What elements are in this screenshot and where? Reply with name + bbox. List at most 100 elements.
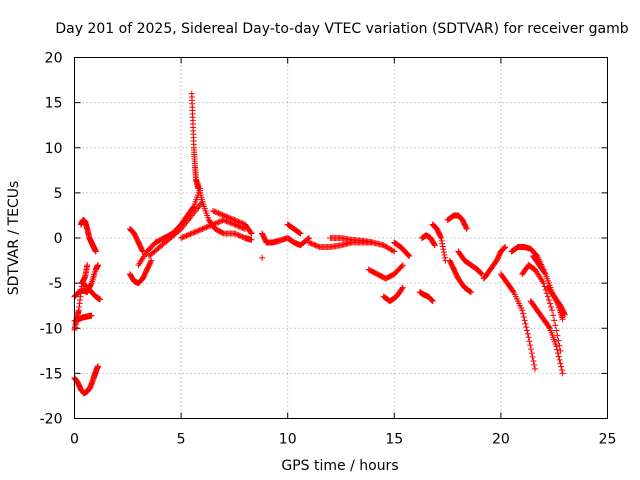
data-point [429,298,436,305]
data-point [478,271,485,278]
data-point [546,300,553,307]
data-point [139,247,146,254]
data-point [94,363,101,370]
data-point [530,357,537,364]
x-tick-label: 0 [70,432,79,448]
data-point [528,350,535,357]
data-point [561,311,568,318]
data-point [239,233,246,240]
data-point [97,296,104,303]
series-track-d6 [380,284,406,305]
data-point [204,223,211,230]
data-point [463,224,470,231]
series-track-a4 [80,280,104,303]
x-tick-labels: 0 5 10 15 20 25 [70,432,616,448]
x-tick-label: 15 [385,432,403,448]
data-point [238,233,245,240]
y-tick-label: 10 [45,141,63,157]
data-point [437,233,444,240]
data-point [304,235,311,242]
series-track-d2 [284,221,304,237]
data-point [176,227,183,234]
data-point [216,210,223,217]
y-tick-label: -10 [40,321,63,337]
y-tick-label: -5 [49,276,63,292]
data-point [441,254,448,261]
series-track-c4 [259,254,266,261]
series-track-a2 [77,216,99,255]
data-point [218,218,225,225]
data-point [546,324,553,331]
y-tick-label: -20 [40,412,63,428]
data-point [88,281,95,288]
data-point [222,213,229,220]
data-point [554,346,561,353]
data-point [559,316,566,323]
data-point [211,208,218,215]
data-point [528,346,535,353]
y-tick-label: 5 [54,186,63,202]
data-point [541,283,548,290]
y-axis-label: SDTVAR / TECUs [6,181,22,296]
data-point [228,215,235,222]
data-point [215,219,222,226]
series-track-e2 [419,232,438,249]
data-point [218,211,225,218]
y-tick-label: -15 [40,366,63,382]
data-point [227,215,234,222]
data-point [234,231,241,238]
data-point [406,253,413,260]
data-point [399,262,406,269]
data-point [178,235,185,241]
data-point [429,297,436,304]
data-point [147,258,154,265]
data-point [540,280,547,287]
data-point [555,337,562,344]
data-point [190,229,197,236]
data-point [431,241,438,248]
plot-frame [74,57,608,419]
data-point [198,226,205,233]
series-track-d5 [365,262,406,282]
data-point [544,293,551,300]
series-track-d4 [327,235,376,246]
data-point [224,214,231,221]
data-point [405,252,412,259]
series-track-b5 [178,216,249,241]
data-point [311,241,318,248]
series-track-e5 [446,257,475,296]
data-point [216,218,223,225]
data-point [196,227,203,234]
data-point [212,209,219,216]
data-point [477,269,484,276]
y-tick-label: 20 [45,51,63,67]
series-track-f4 [519,262,564,354]
series-track-a6 [71,363,101,397]
data-point [182,233,189,240]
data-point [183,232,190,239]
data-point [557,360,564,367]
series-track-b4 [146,198,206,260]
data-point [231,230,238,237]
data-point [259,254,266,261]
series-track-e6 [455,248,485,278]
data-point [524,330,531,337]
data-point [190,204,197,211]
data-point [501,245,508,252]
data-point [439,240,446,247]
data-point [553,327,560,334]
series-track-b3 [135,185,204,269]
data-point [463,225,470,232]
y-tick-labels: -20 -15 -10 -5 0 5 10 15 20 [40,51,63,428]
data-point [200,225,207,232]
data-point [94,262,101,269]
data-point [438,235,445,241]
data-point [550,312,557,319]
data-point [210,207,217,214]
data-point [467,288,474,295]
data-point [554,350,561,357]
x-tick-label: 25 [599,432,617,448]
data-point [526,338,533,345]
series-track-e1 [416,289,436,305]
series-track-b1 [126,257,155,287]
